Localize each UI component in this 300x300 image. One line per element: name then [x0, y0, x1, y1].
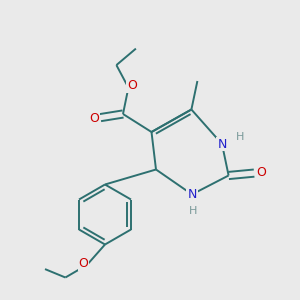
Text: O: O	[89, 112, 99, 125]
Text: O: O	[256, 166, 266, 179]
Text: N: N	[217, 137, 227, 151]
Text: O: O	[79, 257, 88, 270]
Text: H: H	[189, 206, 197, 216]
Text: O: O	[127, 79, 137, 92]
Text: N: N	[187, 188, 197, 201]
Text: H: H	[236, 131, 244, 142]
